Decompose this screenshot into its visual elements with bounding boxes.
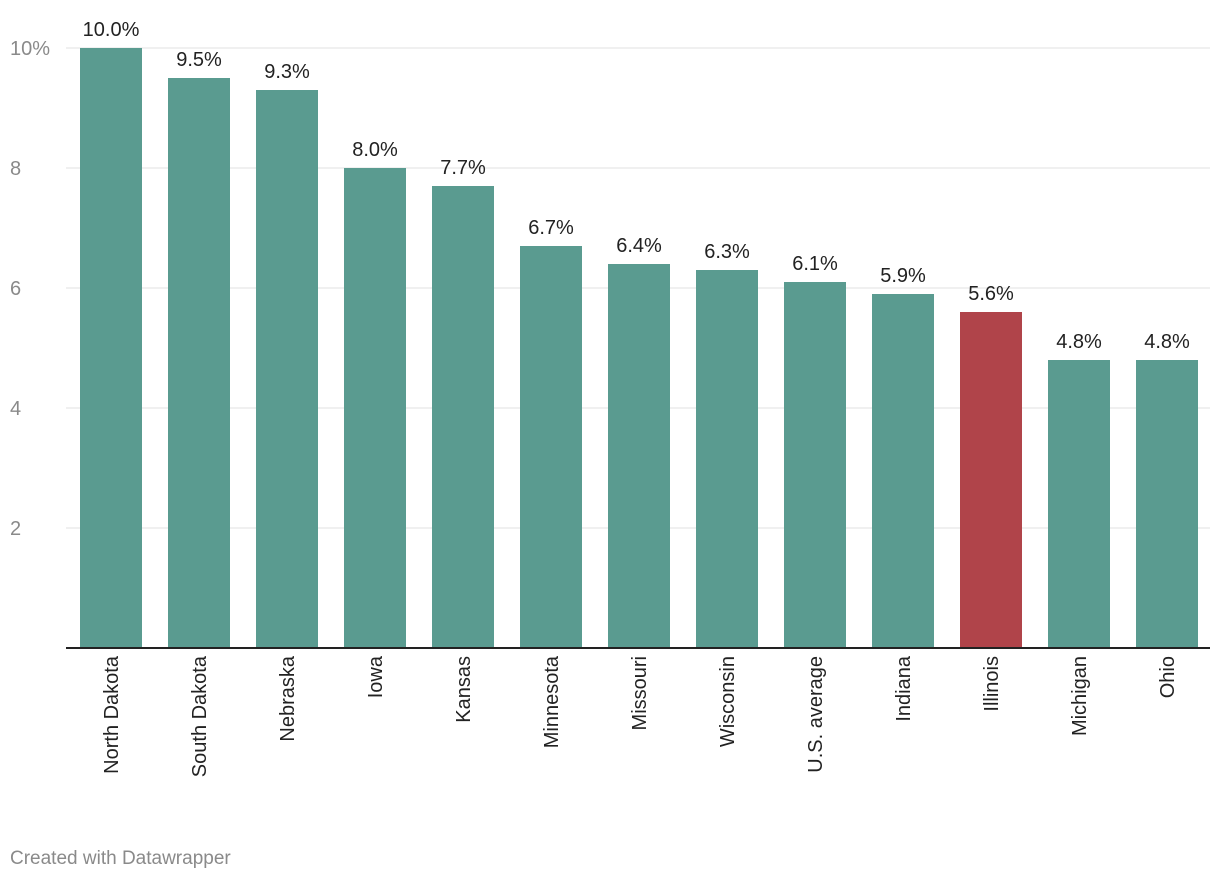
bar — [432, 186, 494, 648]
y-tick-label: 6 — [10, 278, 21, 300]
data-label: 7.7% — [440, 157, 486, 179]
data-label: 5.9% — [880, 265, 926, 287]
bar — [696, 270, 758, 648]
category-label: Ohio — [1157, 656, 1179, 698]
category-label: U.S. average — [805, 656, 827, 773]
data-label: 5.6% — [968, 283, 1014, 305]
y-tick-label: 10% — [10, 38, 50, 60]
bar — [168, 78, 230, 648]
y-tick-label: 4 — [10, 398, 21, 420]
bar — [256, 90, 318, 648]
bar — [872, 294, 934, 648]
category-label: Wisconsin — [717, 656, 739, 747]
category-labels: North Dakota South Dakota Nebraska Iowa Kans… — [101, 655, 1179, 777]
category-label: Nebraska — [277, 655, 299, 741]
y-tick-label: 2 — [10, 518, 21, 540]
data-label: 6.1% — [792, 253, 838, 275]
data-label: 9.5% — [176, 49, 222, 71]
bars — [80, 48, 1198, 648]
category-label: Missouri — [629, 656, 651, 730]
bar — [520, 246, 582, 648]
category-label: Michigan — [1069, 656, 1091, 736]
data-label: 9.3% — [264, 61, 310, 83]
bar — [1136, 360, 1198, 648]
category-label: Minnesota — [541, 655, 563, 748]
category-label: Kansas — [453, 656, 475, 723]
data-label: 4.8% — [1144, 331, 1190, 353]
category-label: North Dakota — [101, 655, 123, 774]
category-label: Illinois — [981, 656, 1003, 712]
data-label: 4.8% — [1056, 331, 1102, 353]
category-label: Indiana — [893, 655, 915, 721]
data-label: 6.4% — [616, 235, 662, 257]
data-label: 6.7% — [528, 217, 574, 239]
bar — [344, 168, 406, 648]
data-labels: 10.0% 9.5% 9.3% 8.0% 7.7% 6.7% 6.4% 6.3% 6.1% 5.9… — [83, 19, 1190, 353]
bar — [80, 48, 142, 648]
bar — [960, 312, 1022, 648]
bar — [608, 264, 670, 648]
y-tick-label: 8 — [10, 158, 21, 180]
data-label: 10.0% — [83, 19, 140, 41]
data-label: 6.3% — [704, 241, 750, 263]
bar — [784, 282, 846, 648]
y-axis-ticks: 2 4 6 8 10% — [10, 38, 50, 540]
data-label: 8.0% — [352, 139, 398, 161]
category-label: South Dakota — [189, 655, 211, 777]
bar — [1048, 360, 1110, 648]
category-label: Iowa — [365, 655, 387, 698]
credit-text: Created with Datawrapper — [10, 848, 231, 869]
